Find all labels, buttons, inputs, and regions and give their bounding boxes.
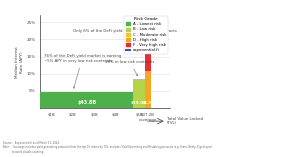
Bar xyxy=(145,22,151,71)
Text: 18% in low risk contracts: 18% in low risk contracts xyxy=(105,60,154,76)
Text: Source:   Exponential.fi as of March 13, 2024.
Note:    Coverage includes yield-: Source: Exponential.fi as of March 13, 2… xyxy=(3,141,212,154)
Bar xyxy=(145,71,151,108)
Text: $43.8B: $43.8B xyxy=(77,100,96,105)
Text: $19.0B: $19.0B xyxy=(131,101,147,105)
Y-axis label: Median Interest
Rate (APY): Median Interest Rate (APY) xyxy=(15,46,24,78)
Legend: A - Lowest risk, B - Low risk, C - Moderate risk, D - High risk, F - Very high r: A - Lowest risk, B - Low risk, C - Moder… xyxy=(124,16,168,54)
Text: Total Value Locked
(TVL): Total Value Locked (TVL) xyxy=(167,117,203,125)
Text: Only 6% of the DeFi yield market is in risky contracts: Only 6% of the DeFi yield market is in r… xyxy=(73,23,176,33)
Text: $1.9B: $1.9B xyxy=(142,101,154,105)
Bar xyxy=(40,92,133,108)
Bar xyxy=(133,79,145,108)
Text: 76% of the DeFi yield market is earning
~5% APY in very low risk contracts: 76% of the DeFi yield market is earning … xyxy=(44,54,121,88)
